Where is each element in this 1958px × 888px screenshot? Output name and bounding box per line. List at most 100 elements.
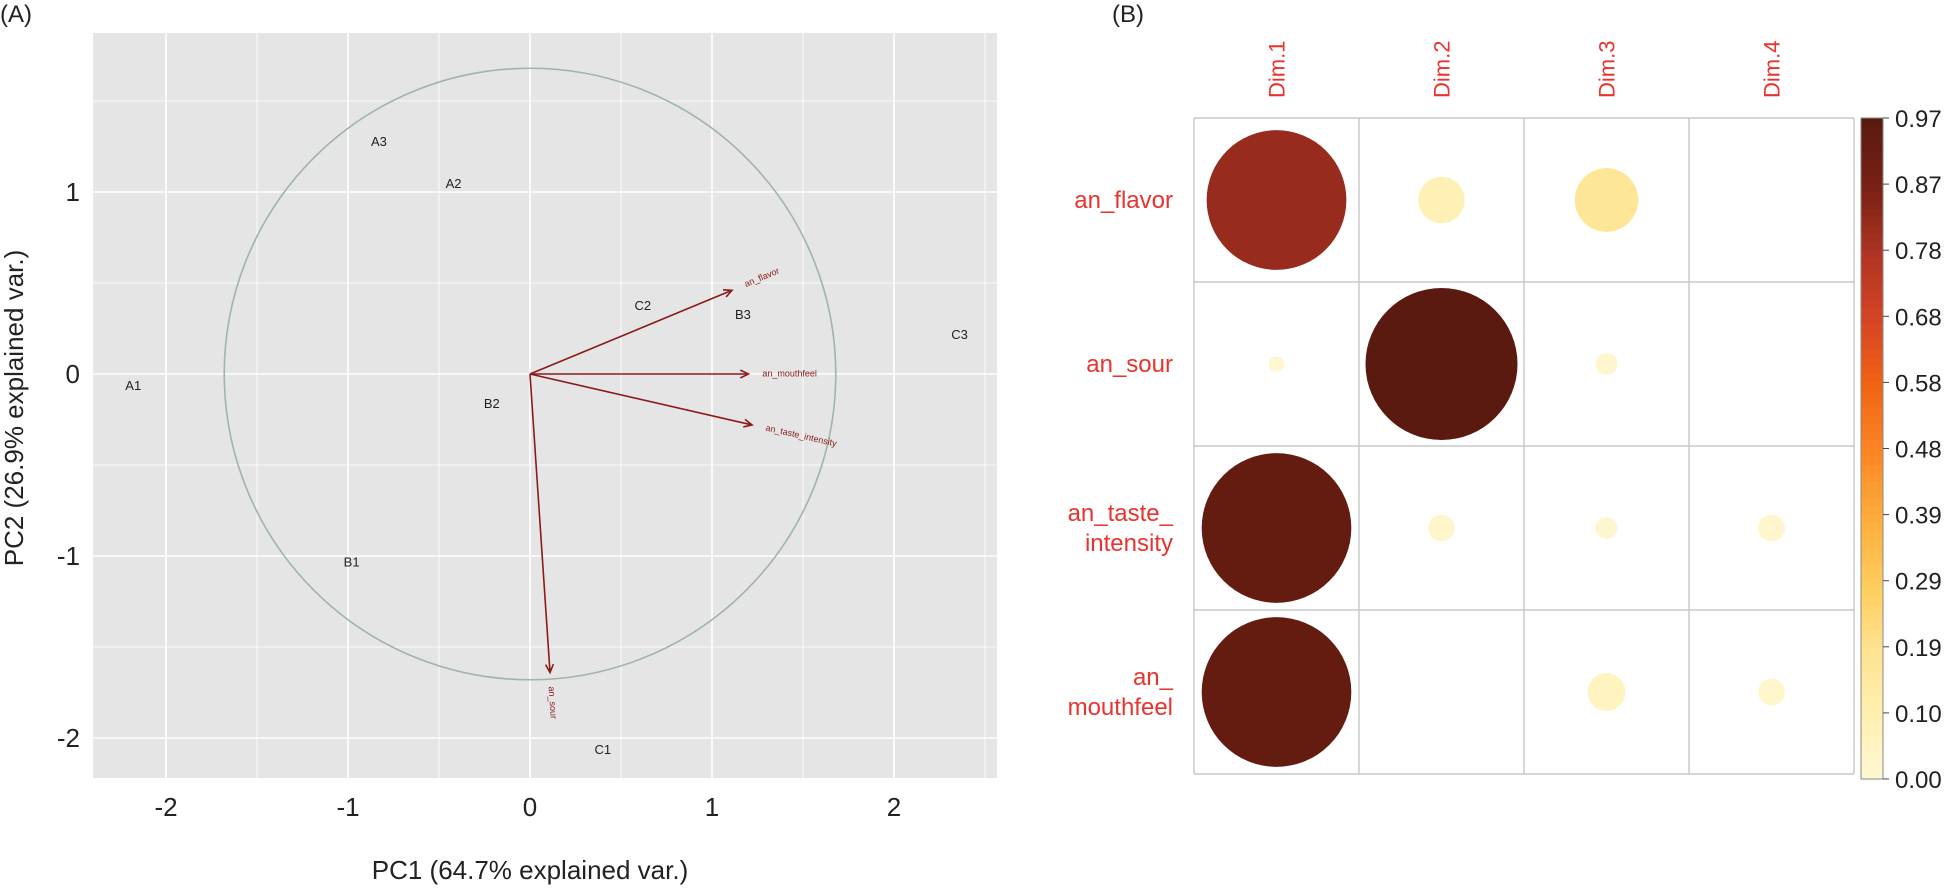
panel-a-label: (A) bbox=[0, 1, 32, 28]
loading-vector-label: an_mouthfeel bbox=[762, 368, 817, 378]
matrix-circle bbox=[1206, 130, 1347, 270]
colorbar-segment bbox=[1861, 299, 1883, 309]
colorbar-tick-label: 0.48 bbox=[1895, 437, 1942, 464]
colorbar-segment bbox=[1861, 663, 1883, 673]
colorbar-segment bbox=[1861, 241, 1883, 251]
colorbar-segment bbox=[1861, 547, 1883, 557]
colorbar-segment bbox=[1861, 655, 1883, 664]
sample-label: A1 bbox=[125, 378, 141, 393]
colorbar-segment bbox=[1861, 316, 1883, 326]
colorbar-segment bbox=[1861, 398, 1883, 408]
colorbar-segment bbox=[1861, 374, 1883, 383]
loading-vector-line bbox=[529, 373, 753, 426]
matrix-circle bbox=[1587, 673, 1626, 711]
colorbar-segment bbox=[1861, 597, 1883, 607]
colorbar-segment bbox=[1861, 531, 1883, 540]
matrix-grid bbox=[1193, 117, 1855, 775]
matrix-circle bbox=[1365, 288, 1518, 440]
colorbar-tick-label: 0.10 bbox=[1895, 701, 1942, 728]
colorbar-segment bbox=[1861, 159, 1883, 169]
colorbar-segment bbox=[1861, 382, 1883, 392]
y-tick-label: 1 bbox=[66, 177, 80, 207]
colorbar-segment bbox=[1861, 638, 1883, 648]
colorbar-segment bbox=[1861, 588, 1883, 598]
colorbar-segment bbox=[1861, 622, 1883, 631]
colorbar-segment bbox=[1861, 357, 1883, 367]
colorbar-segment bbox=[1861, 572, 1883, 582]
colorbar-segment bbox=[1861, 258, 1883, 268]
colorbar-segment bbox=[1861, 365, 1883, 375]
plot-area-background bbox=[93, 33, 997, 778]
colorbar-segment bbox=[1861, 522, 1883, 532]
colorbar-tick-label: 0.00 bbox=[1895, 767, 1942, 794]
colorbar-segment bbox=[1861, 489, 1883, 499]
colorbar-segment bbox=[1861, 448, 1883, 458]
sample-label: B1 bbox=[344, 554, 360, 569]
colorbar-segment bbox=[1861, 580, 1883, 590]
y-tick-label: -1 bbox=[57, 541, 80, 571]
column-labels: Dim.1 Dim.2 Dim.3 Dim.4 bbox=[1265, 41, 1785, 98]
x-tick-label: -2 bbox=[154, 792, 177, 822]
colorbar-segment bbox=[1861, 671, 1883, 681]
colorbar-segment bbox=[1861, 473, 1883, 483]
correlation-matrix: (B) Dim.1 Dim.2 Dim.3 Dim.4 an_flavor an_sou… bbox=[1068, 1, 1942, 794]
colorbar-segment bbox=[1861, 134, 1883, 144]
colorbar-segment bbox=[1861, 762, 1883, 772]
sample-label: B2 bbox=[484, 396, 500, 411]
row-label-line: intensity bbox=[1085, 530, 1173, 557]
y-axis-title: PC2 (26.9% explained var.) bbox=[0, 250, 29, 567]
matrix-circle bbox=[1201, 453, 1352, 603]
colorbar-segment bbox=[1861, 349, 1883, 359]
colorbar-segment bbox=[1861, 431, 1883, 441]
colorbar-segment bbox=[1861, 175, 1883, 185]
colorbar-segment bbox=[1861, 696, 1883, 706]
colorbar-segment bbox=[1861, 184, 1883, 193]
row-label-line: an_sour bbox=[1086, 351, 1173, 378]
colorbar-segment bbox=[1861, 712, 1883, 722]
colorbar-segment bbox=[1861, 324, 1883, 334]
matrix-circle bbox=[1418, 176, 1465, 224]
x-tick-label: -1 bbox=[336, 792, 359, 822]
colorbar-segment bbox=[1861, 646, 1883, 656]
colorbar-segment bbox=[1861, 200, 1883, 210]
colorbar-tick-label: 0.29 bbox=[1895, 569, 1942, 596]
colorbar-segment bbox=[1861, 407, 1883, 417]
column-label: Dim.2 bbox=[1430, 41, 1455, 98]
colorbar-segment bbox=[1861, 250, 1883, 260]
colorbar-segment bbox=[1861, 233, 1883, 243]
sample-label: A3 bbox=[371, 134, 387, 149]
colorbar-segment bbox=[1861, 225, 1883, 235]
column-label: Dim.3 bbox=[1595, 41, 1620, 98]
colorbar-segment bbox=[1861, 630, 1883, 640]
x-tick-label: 0 bbox=[523, 792, 537, 822]
y-tick-labels: -2 -1 0 1 bbox=[57, 177, 80, 753]
loading-vector-line bbox=[529, 289, 733, 375]
sample-label: C2 bbox=[635, 298, 652, 313]
colorbar-segment bbox=[1861, 745, 1883, 755]
row-label-line: an_flavor bbox=[1074, 187, 1173, 214]
colorbar-segment bbox=[1861, 266, 1883, 276]
row-label-line: an_ bbox=[1133, 664, 1174, 691]
matrix-circle bbox=[1595, 353, 1618, 375]
arrowhead bbox=[739, 369, 751, 379]
colorbar-segment bbox=[1861, 423, 1883, 433]
colorbar-segment bbox=[1861, 208, 1883, 218]
arrowhead bbox=[722, 288, 734, 298]
colorbar-segment bbox=[1861, 721, 1883, 731]
x-tick-label: 1 bbox=[705, 792, 719, 822]
matrix-circle bbox=[1201, 617, 1352, 767]
colorbar-segment bbox=[1861, 415, 1883, 425]
matrix-circle bbox=[1758, 678, 1785, 706]
colorbar-segment bbox=[1861, 564, 1883, 574]
sample-label: C3 bbox=[951, 327, 968, 342]
colorbar: 0.97 0.87 0.78 0.68 0.58 0.48 0.39 0.29 0.19 0.10… bbox=[1860, 106, 1942, 794]
colorbar-segment bbox=[1861, 539, 1883, 549]
colorbar-segment bbox=[1861, 704, 1883, 714]
row-labels: an_flavor an_sour an_taste_ intensity an_mou… bbox=[1068, 187, 1174, 721]
arrowhead bbox=[544, 663, 555, 675]
matrix-circle bbox=[1574, 168, 1639, 232]
colorbar-segment bbox=[1861, 456, 1883, 466]
colorbar-tick-label: 0.87 bbox=[1895, 172, 1942, 199]
colorbar-tick-label: 0.19 bbox=[1895, 635, 1942, 662]
